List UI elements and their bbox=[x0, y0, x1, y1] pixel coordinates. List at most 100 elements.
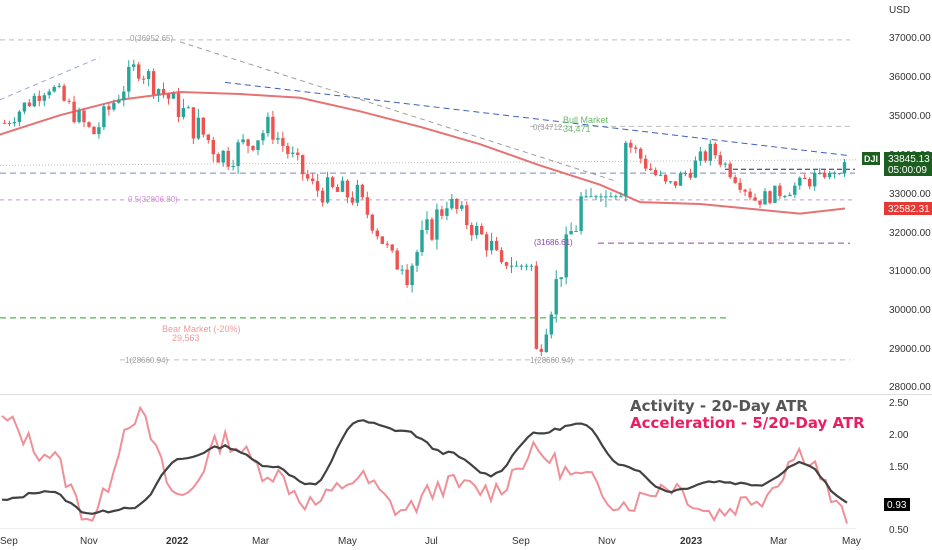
candle-body bbox=[813, 173, 817, 187]
candle-body bbox=[301, 155, 305, 175]
atr-tick: 2.50 bbox=[889, 398, 909, 409]
candle-body bbox=[191, 107, 196, 139]
candle-body bbox=[504, 262, 509, 266]
candle-body bbox=[340, 180, 345, 192]
candle-body bbox=[17, 111, 22, 123]
time-tick: Mar bbox=[252, 536, 270, 547]
candle-body bbox=[142, 78, 146, 80]
candle-body bbox=[52, 86, 56, 92]
candle-body bbox=[509, 265, 514, 267]
candle-body bbox=[743, 189, 747, 192]
candle-body bbox=[127, 66, 131, 92]
price-tick: 32000.00 bbox=[889, 228, 931, 239]
bear-market-title: Bear Market (-20%) bbox=[162, 324, 241, 334]
candle-body bbox=[534, 265, 539, 349]
candle-body bbox=[827, 173, 832, 178]
candle-body bbox=[2, 122, 7, 124]
candle-body bbox=[619, 196, 623, 198]
candle-body bbox=[629, 142, 633, 148]
atr-tick: 2.00 bbox=[889, 430, 909, 441]
candle-body bbox=[266, 116, 270, 134]
candle-body bbox=[151, 71, 156, 95]
candle-body bbox=[803, 177, 807, 179]
candle-body bbox=[62, 85, 66, 101]
candle-body bbox=[276, 138, 280, 140]
candle-body bbox=[713, 143, 717, 156]
candle-body bbox=[181, 108, 186, 117]
candle-body bbox=[176, 93, 181, 117]
fib-mid-label: 0.5(32806.80) bbox=[128, 195, 178, 204]
candle-body bbox=[475, 226, 479, 236]
atr-axis: 2.50 2.00 1.50 0.50 bbox=[889, 398, 909, 536]
candle-body bbox=[758, 200, 762, 205]
candle-body bbox=[261, 133, 265, 141]
candle-body bbox=[92, 126, 96, 135]
candle-body bbox=[753, 197, 757, 201]
candle-body bbox=[634, 147, 638, 149]
candle-body bbox=[37, 95, 41, 101]
candle-body bbox=[246, 139, 250, 146]
candle-body bbox=[97, 127, 101, 135]
legend-acceleration: Acceleration - 5/20-Day ATR bbox=[630, 414, 865, 432]
price-tick: 31000.00 bbox=[889, 266, 931, 277]
candle-body bbox=[763, 191, 767, 205]
candle-body bbox=[519, 265, 524, 267]
candle-body bbox=[132, 64, 136, 67]
dji-symbol: DJI bbox=[864, 154, 878, 164]
candle-body bbox=[231, 166, 235, 167]
ma200-line bbox=[0, 90, 846, 215]
candle-body bbox=[425, 219, 429, 230]
candle-body bbox=[370, 214, 374, 231]
candle-body bbox=[241, 139, 245, 143]
candle-body bbox=[564, 234, 568, 278]
candle-body bbox=[837, 173, 842, 175]
candle-body bbox=[708, 143, 712, 161]
fib-bull-label: 0(34712. bbox=[533, 123, 565, 132]
candle-body bbox=[380, 236, 384, 244]
candle-body bbox=[465, 205, 469, 225]
candle-body bbox=[768, 191, 772, 203]
dji-price: 33845.13 bbox=[888, 154, 930, 165]
candle-body bbox=[594, 196, 598, 198]
time-tick: Mar bbox=[770, 536, 788, 547]
candle-body bbox=[822, 173, 827, 178]
time-tick: Sep bbox=[0, 536, 18, 547]
candle-body bbox=[624, 142, 628, 197]
candle-body bbox=[306, 174, 310, 179]
candle-body bbox=[549, 314, 553, 335]
early-trend-line bbox=[0, 56, 101, 101]
time-axis: Sep Nov 2022 Mar May Jul Sep Nov 2023 Ma… bbox=[0, 536, 861, 547]
candle-body bbox=[604, 196, 608, 198]
candle-body bbox=[271, 116, 275, 140]
candle-body bbox=[186, 107, 191, 109]
candle-body bbox=[514, 265, 519, 267]
candle-body bbox=[793, 185, 797, 195]
candle-body bbox=[693, 160, 698, 178]
candle-body bbox=[649, 168, 653, 171]
time-tick: 2022 bbox=[166, 536, 189, 547]
candle-body bbox=[773, 185, 777, 203]
candle-body bbox=[325, 177, 330, 203]
time-tick: May bbox=[842, 536, 861, 547]
candle-body bbox=[688, 173, 693, 178]
dji-countdown: 05:00:09 bbox=[888, 165, 927, 176]
candle-body bbox=[644, 158, 648, 169]
candle-body bbox=[221, 150, 225, 163]
candle-body bbox=[832, 173, 837, 175]
candle-body bbox=[77, 110, 81, 123]
bull-market-title: Bull Market bbox=[563, 115, 609, 125]
candle-body bbox=[22, 102, 27, 112]
candle-body bbox=[355, 184, 360, 203]
candle-body bbox=[470, 225, 474, 236]
candle-body bbox=[330, 177, 335, 187]
candle-body bbox=[385, 243, 389, 245]
candle-body bbox=[599, 196, 603, 198]
last-price-line bbox=[0, 159, 859, 166]
candle-body bbox=[569, 231, 573, 235]
atr-tick: 1.50 bbox=[889, 462, 909, 473]
candle-body bbox=[574, 231, 578, 232]
candle-body bbox=[211, 140, 215, 155]
candle-body bbox=[166, 93, 171, 99]
